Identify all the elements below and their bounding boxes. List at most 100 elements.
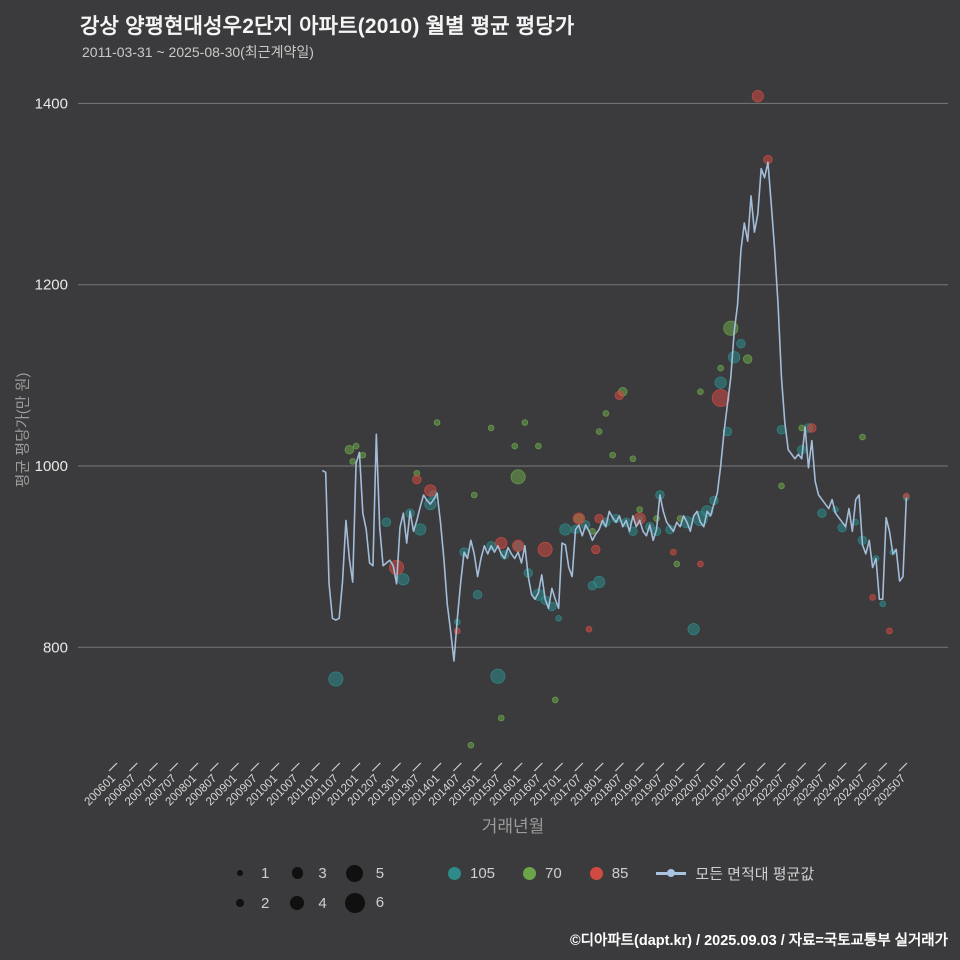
bubble-85[interactable] [454,627,461,635]
bubble-105[interactable] [397,573,410,586]
legend-series-85[interactable]: 85 [589,865,628,882]
x-tick-mark [736,762,746,772]
size-dot-icon [228,898,252,908]
bubble-105[interactable] [722,426,733,437]
page-subtitle: 2011-03-31 ~ 2025-08-30(최근계약일) [82,44,314,60]
bubble-105[interactable] [714,376,727,389]
average-line [321,161,908,662]
bubble-105[interactable] [472,590,483,600]
bubble-105[interactable] [736,338,746,349]
legend-size-6[interactable]: 6 [343,893,384,913]
bubble-105[interactable] [328,671,344,687]
bubble-105[interactable] [381,517,392,527]
bubble-70[interactable] [697,388,704,395]
bubble-70[interactable] [344,444,355,455]
x-tick-mark [675,762,685,772]
bubble-85[interactable] [751,90,764,103]
bubble-105[interactable] [728,351,741,364]
legend-size-label: 5 [375,864,385,882]
bubble-85[interactable] [614,390,625,400]
bubble-70[interactable] [470,491,478,499]
bubble-70[interactable] [859,433,866,441]
bubble-105[interactable] [687,623,700,636]
bubble-85[interactable] [594,513,604,524]
bubble-70[interactable] [602,410,610,417]
bubble-85[interactable] [807,423,817,433]
x-tick-mark [655,762,665,772]
size-dot-icon [228,870,252,876]
bubble-105[interactable] [879,600,887,608]
bubble-70[interactable] [673,560,681,568]
bubble-70[interactable] [551,696,559,704]
legend-size-2[interactable]: 2 [228,895,269,912]
x-tick-mark [756,762,766,772]
bubble-70[interactable] [778,482,785,490]
bubble-85[interactable] [670,548,677,556]
bubble-105[interactable] [490,668,506,684]
x-tick-mark [392,762,402,772]
bubble-70[interactable] [467,741,475,749]
bubble-85[interactable] [585,625,593,633]
bubble-70[interactable] [717,364,724,372]
bubble-85[interactable] [537,541,553,557]
bubble-70[interactable] [433,419,441,426]
bubble-70[interactable] [595,428,603,435]
bubble-85[interactable] [697,560,704,568]
legend-size-label: 1 [261,864,270,882]
x-tick-mark [858,762,867,772]
bubble-70[interactable] [359,451,367,459]
legend-size-1[interactable]: 1 [228,865,269,882]
bubble-70[interactable] [511,442,519,450]
bubble-70[interactable] [636,506,643,513]
series-dot-icon [523,866,537,880]
bubble-85[interactable] [572,512,585,525]
y-tick-label: 1200 [35,277,68,294]
size-dot-icon [343,864,367,882]
legend-series-105[interactable]: 105 [448,865,495,882]
size-dot-icon [343,893,367,913]
x-tick-mark [209,762,219,772]
x-axis-label: 거래년월 [481,817,545,836]
bubble-85[interactable] [512,539,525,552]
legend-size-5[interactable]: 5 [343,864,385,882]
bubble-70[interactable] [629,455,637,463]
bubble-105[interactable] [559,523,572,536]
bubble-70[interactable] [798,424,806,432]
bubble-70[interactable] [487,424,495,432]
bubble-105[interactable] [555,614,562,622]
legend-size-label: 2 [261,894,270,912]
x-tick-mark [452,762,462,772]
bubble-85[interactable] [711,389,730,407]
bubble-105[interactable] [776,425,787,435]
bubble-85[interactable] [591,544,601,555]
x-tick-mark [270,762,280,772]
x-tick-mark [797,762,807,772]
bubble-70[interactable] [742,354,753,364]
bubble-105[interactable] [817,508,827,518]
legend-series-70[interactable]: 70 [523,865,562,882]
bubble-70[interactable] [521,419,529,426]
bubble-85[interactable] [869,594,876,601]
bubble-70[interactable] [497,714,505,722]
x-tick-mark [695,762,705,772]
x-tick-mark [290,762,300,772]
x-tick-mark [331,762,341,772]
x-tick-mark [412,762,422,772]
bubble-70[interactable] [535,442,542,450]
bubble-105[interactable] [414,523,427,536]
bubble-85[interactable] [424,484,437,497]
bubble-105[interactable] [593,575,606,589]
series-dot-icon [448,866,461,880]
legend-size-3[interactable]: 3 [285,865,327,882]
bubble-70[interactable] [349,458,356,465]
bubble-70[interactable] [609,451,616,459]
bubble-70[interactable] [352,442,360,450]
x-tick-mark [169,762,179,772]
page-title: 강상 양평현대성우2단지 아파트(2010) 월별 평균 평당가 [80,15,575,38]
legend-series-average[interactable]: 모든 면적대 평균값 [656,863,814,884]
bubble-70[interactable] [510,469,526,485]
bubble-85[interactable] [886,627,893,635]
x-tick-mark [533,762,543,772]
bubble-85[interactable] [412,474,422,485]
legend-size-4[interactable]: 4 [285,895,327,912]
